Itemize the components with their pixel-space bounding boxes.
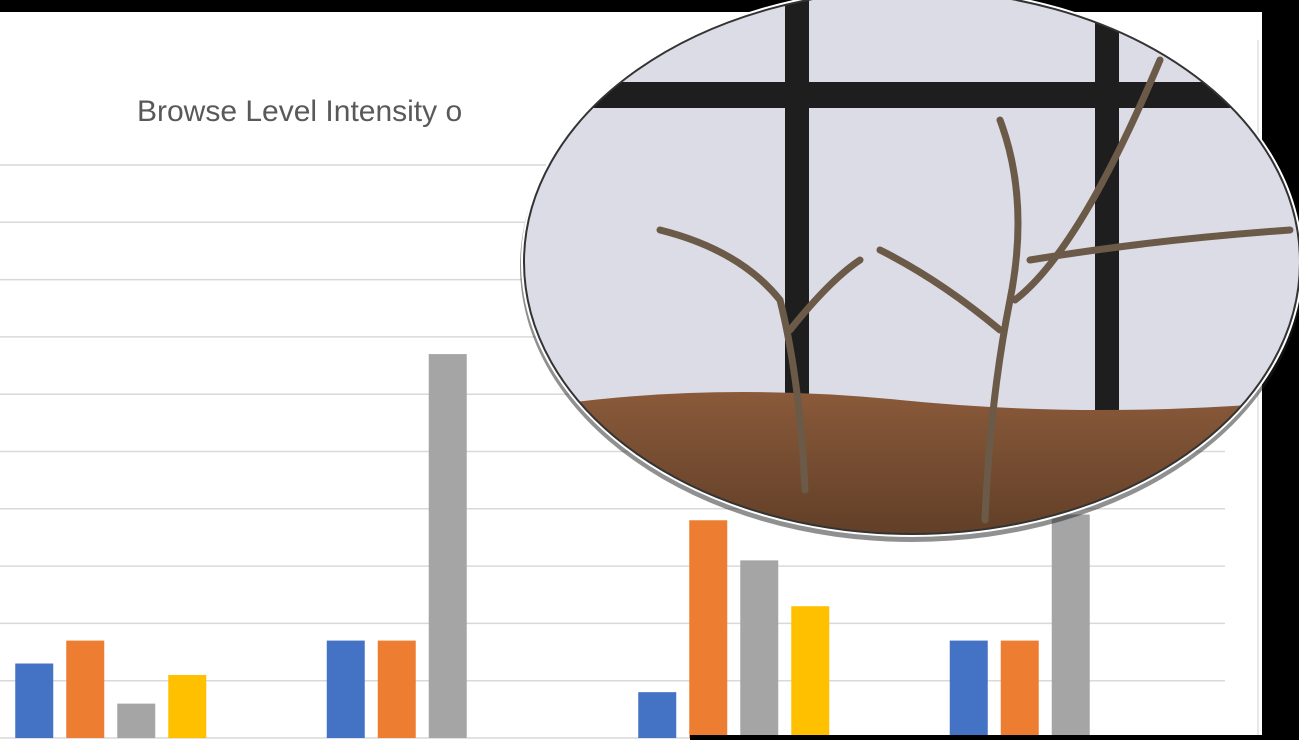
bar xyxy=(377,640,416,738)
photo-bar xyxy=(524,82,1299,108)
bar xyxy=(326,640,365,738)
bar xyxy=(168,674,207,738)
photo-outline xyxy=(523,0,1299,535)
bar xyxy=(791,606,830,738)
bar xyxy=(428,354,467,738)
bar xyxy=(66,640,105,738)
bar xyxy=(689,520,728,738)
bar xyxy=(1051,514,1090,738)
bar xyxy=(740,560,779,738)
shadow-strip xyxy=(690,735,1299,740)
photo-plant xyxy=(656,56,1294,524)
bar xyxy=(949,640,988,738)
bar xyxy=(1000,640,1039,738)
photo-bar xyxy=(1095,0,1119,410)
chart-title: Browse Level Intensity o xyxy=(137,95,462,128)
bar xyxy=(638,692,677,738)
bar xyxy=(117,703,156,738)
bar xyxy=(15,663,54,738)
